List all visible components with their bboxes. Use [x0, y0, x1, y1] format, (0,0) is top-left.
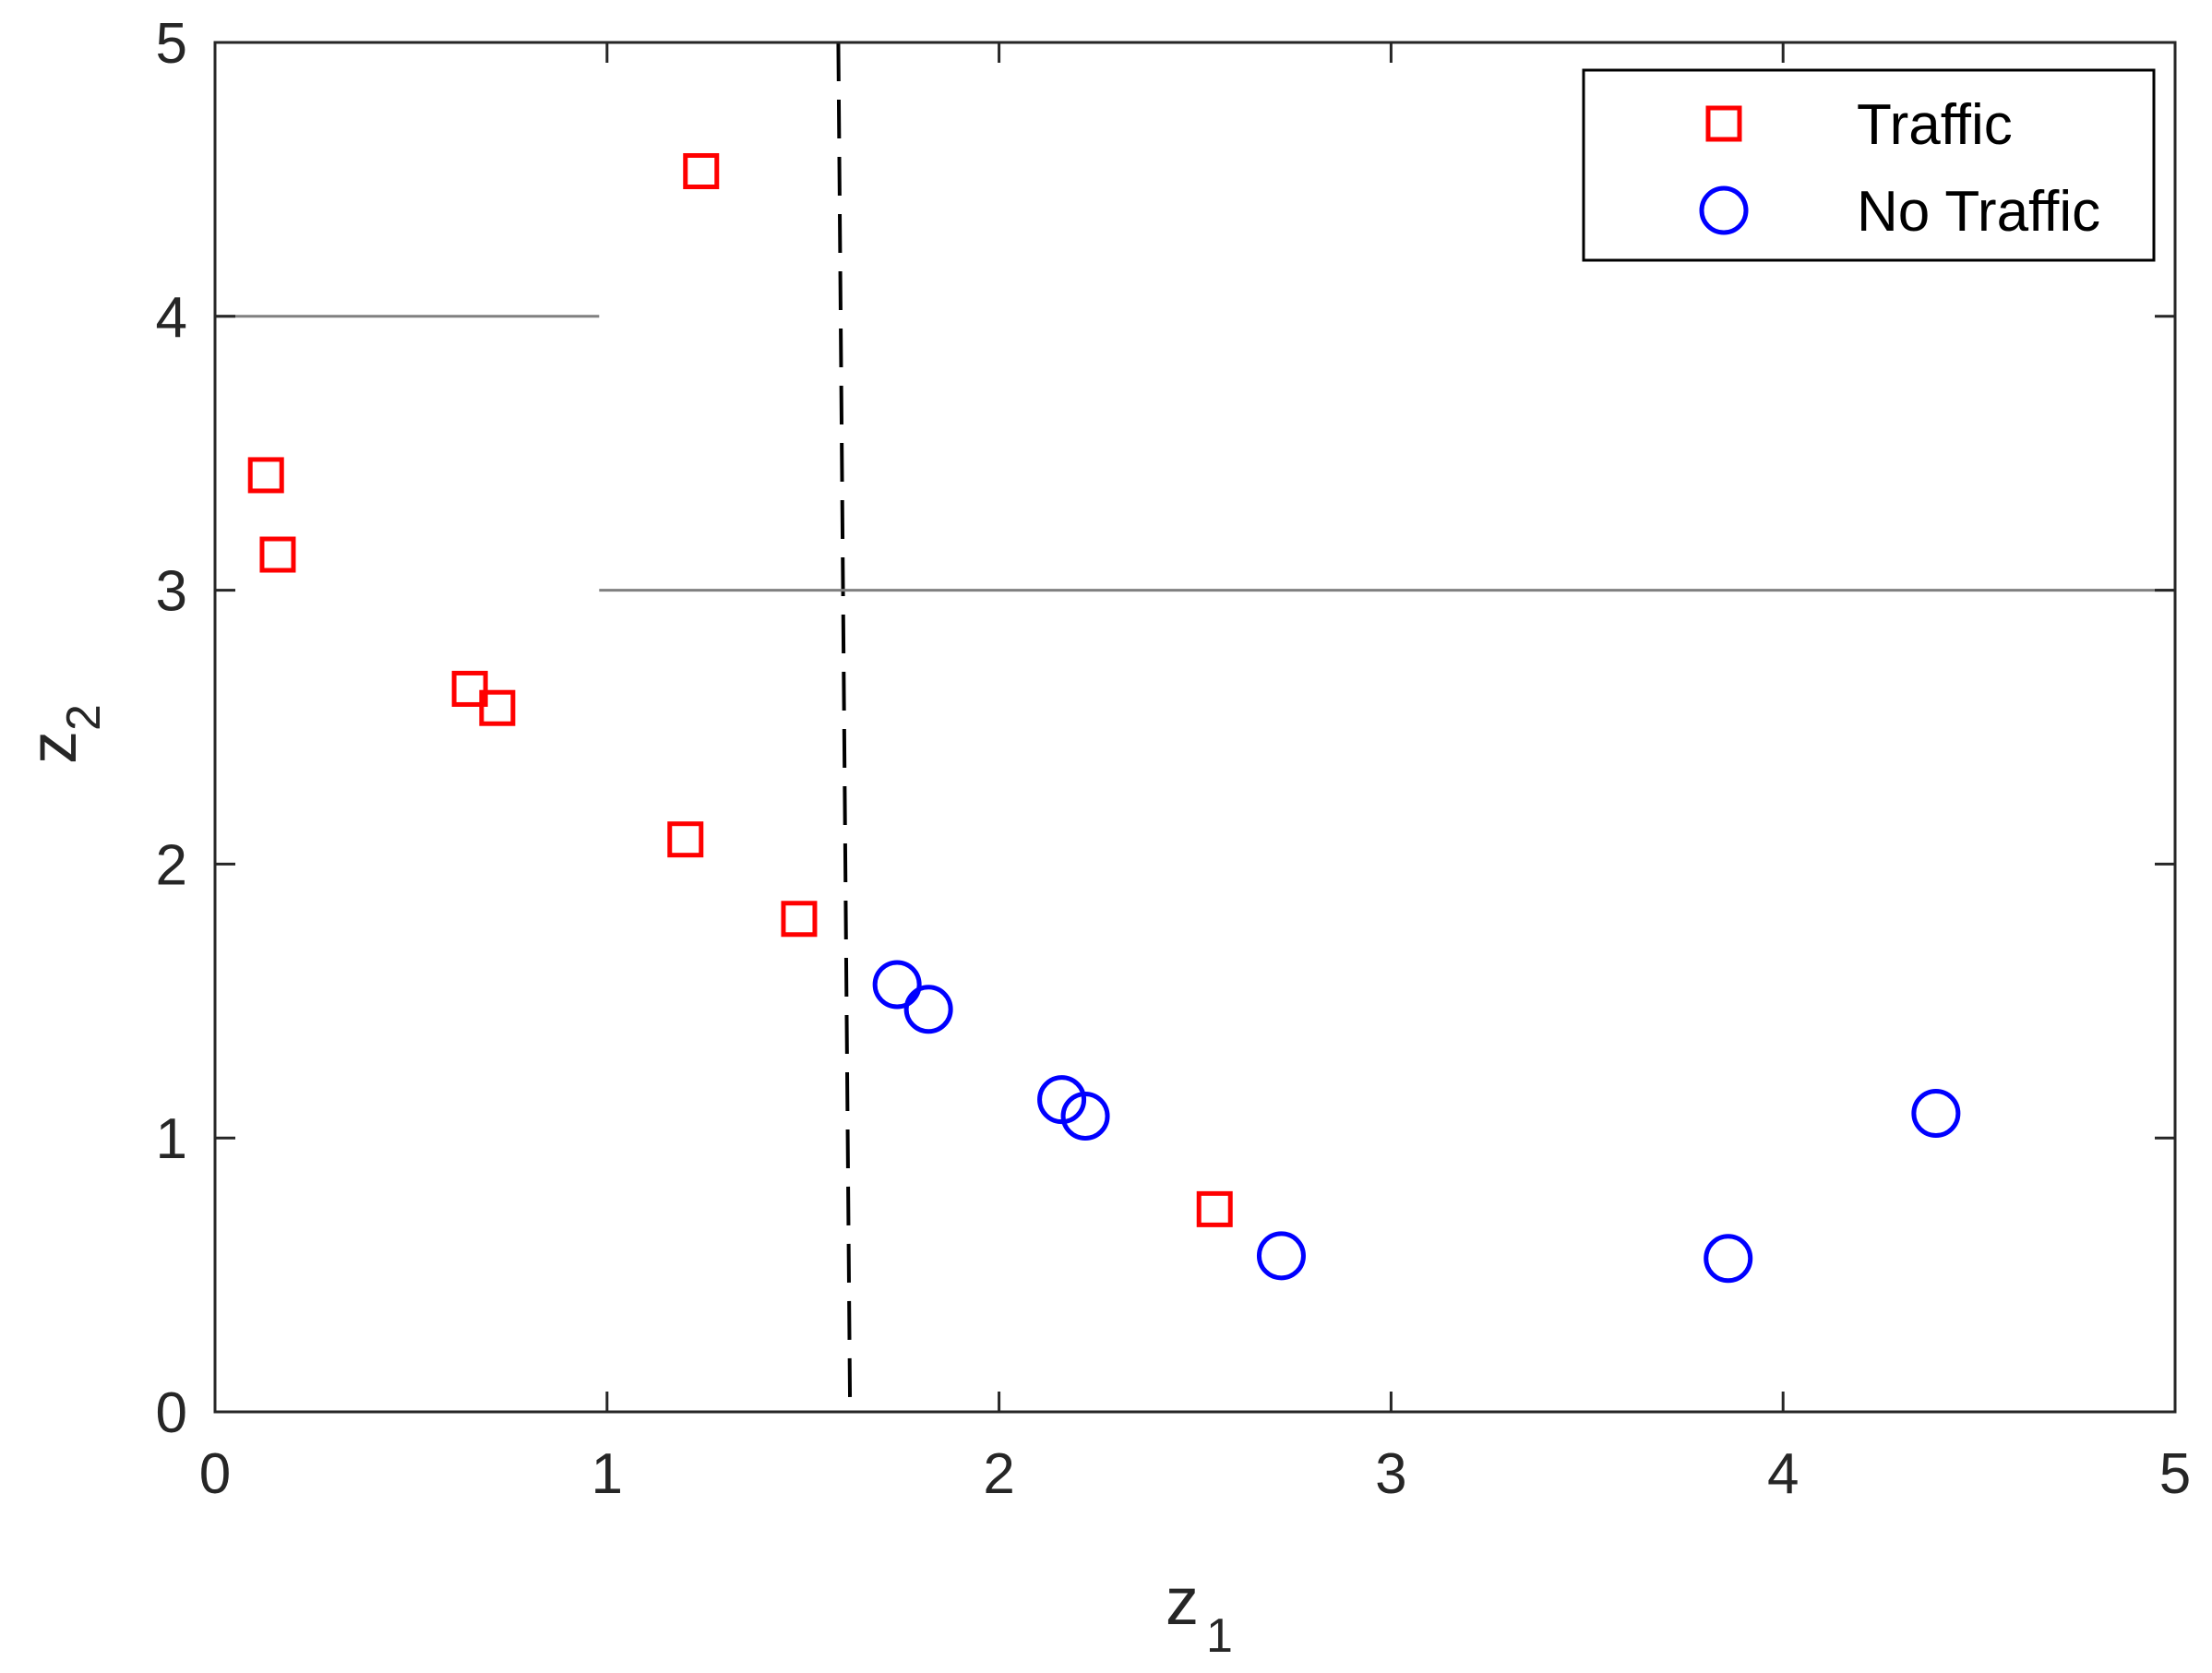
y-tick-label: 3 [156, 560, 187, 624]
y-axis-label-subscript: 2 [57, 704, 111, 731]
data-points [247, 152, 1961, 1284]
x-tick-label: 0 [199, 1442, 231, 1506]
x-tick-label: 3 [1375, 1442, 1406, 1506]
legend-no-traffic-marker [1699, 185, 1749, 235]
no-traffic-point [903, 985, 953, 1034]
traffic-point [259, 536, 296, 573]
y-axis-label-group: z2 [17, 704, 111, 764]
y-axis-label: z [17, 731, 90, 764]
traffic-point [247, 457, 284, 494]
traffic-point [781, 901, 818, 938]
axes-box [213, 41, 2177, 1414]
traffic-point [1196, 1190, 1233, 1227]
x-axis-label: z [1166, 1565, 1199, 1639]
traffic-point [667, 821, 704, 858]
legend-traffic-marker [1705, 105, 1742, 142]
x-tick-label: 2 [983, 1442, 1014, 1506]
legend-traffic-label: Traffic [1857, 93, 2013, 157]
traffic-point [683, 152, 720, 189]
decision-boundary-dashed-line [836, 42, 853, 1413]
legend-box [1582, 68, 2156, 262]
x-tick-label: 4 [1767, 1442, 1799, 1506]
axes: 0 1 2 3 4 5 0 1 2 3 4 5 [156, 12, 2192, 1506]
reference-lines [215, 42, 2175, 1413]
y-tick-label: 5 [156, 12, 187, 76]
x-axis-label-subscript: 1 [1206, 1609, 1233, 1663]
no-traffic-point [872, 960, 922, 1010]
y-tick-label: 2 [156, 833, 187, 897]
y-tick-label: 0 [156, 1381, 187, 1445]
traffic-point [479, 689, 516, 726]
no-traffic-point [1060, 1091, 1110, 1141]
legend: Traffic No Traffic [1582, 68, 2156, 262]
y-tick-label: 1 [156, 1107, 187, 1171]
traffic-point [451, 670, 488, 707]
no-traffic-point [1256, 1231, 1306, 1281]
x-tick-label: 1 [592, 1442, 623, 1506]
legend-no-traffic-label: No Traffic [1857, 180, 2100, 244]
y-tick-label: 4 [156, 286, 187, 350]
no-traffic-point [1704, 1234, 1753, 1284]
no-traffic-point [1911, 1088, 1961, 1138]
x-tick-label: 5 [2159, 1442, 2191, 1506]
axis-labels: z 1z2 [17, 704, 1233, 1663]
